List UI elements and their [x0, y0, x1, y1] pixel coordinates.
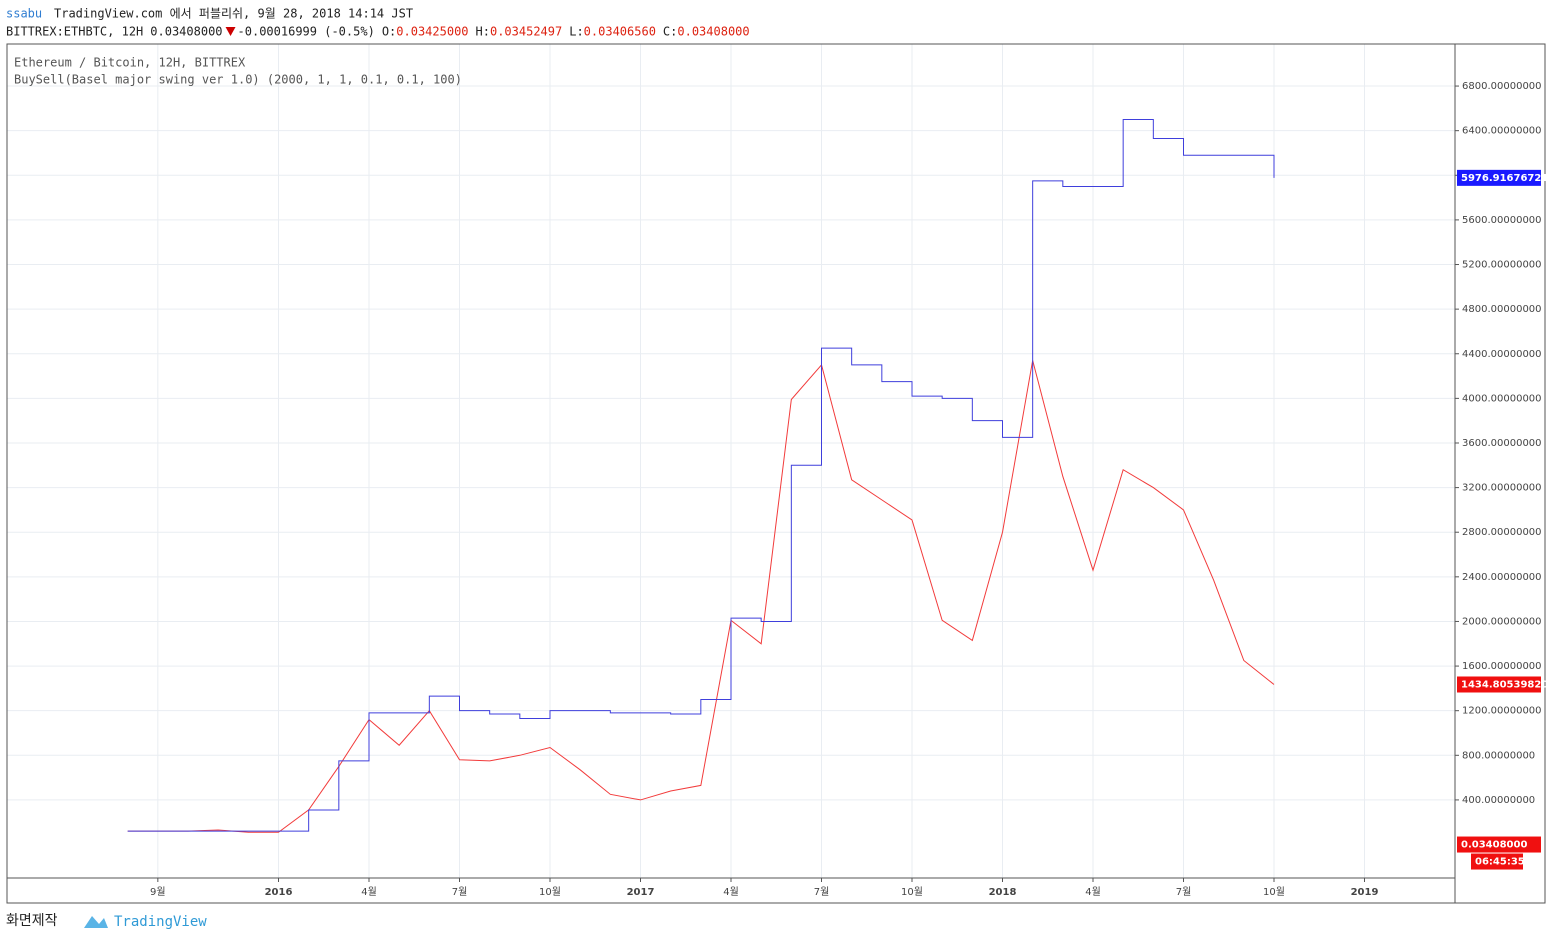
last-value-label-box — [1457, 676, 1541, 693]
y-tick-label: 2400.00000000 — [1462, 572, 1542, 583]
last-value-label: 5976.91676721 — [1461, 173, 1548, 184]
countdown: 06:45:35 — [1475, 857, 1525, 868]
x-tick-label: 2018 — [989, 887, 1017, 898]
y-tick-label: 2000.00000000 — [1462, 616, 1542, 627]
x-tick-label: 2017 — [627, 887, 655, 898]
down-arrow — [225, 27, 236, 36]
y-tick-label: 800.00000000 — [1462, 750, 1535, 761]
symbol: BITTREX:ETHBTC, 12H — [6, 25, 143, 39]
y-tick-label: 5600.00000000 — [1462, 215, 1542, 226]
series-line — [127, 119, 1275, 832]
last-price: 0.03408000 — [150, 25, 222, 39]
y-tick-label: 4000.00000000 — [1462, 393, 1542, 404]
y-tick-label: 1200.00000000 — [1462, 706, 1542, 717]
frame — [6, 43, 1546, 904]
tv-logo — [84, 916, 108, 928]
ohlc-key: H: — [476, 25, 490, 39]
x-tick-label: 9월 — [150, 886, 166, 898]
published: TradingView.com 에서 퍼블리쉬, 9월 28, 2018 14:… — [54, 7, 413, 21]
x-tick-label: 7월 — [1176, 886, 1192, 898]
change: -0.00016999 (-0.5%) — [238, 25, 375, 39]
y-tick-label: 1600.00000000 — [1462, 661, 1542, 672]
axes: 400.00000000 800.00000000 1200.00000000 160… — [150, 81, 1548, 898]
y-tick-label: 400.00000000 — [1462, 795, 1535, 806]
ohlc-key: O: — [382, 25, 396, 39]
x-tick-label: 4월 — [1085, 886, 1101, 898]
last-value-label: 1434.80539820 — [1461, 679, 1548, 690]
footer-caption: 화면제작 — [6, 913, 58, 929]
y-tick-label: 4400.00000000 — [1462, 349, 1542, 360]
y-tick-label: 5200.00000000 — [1462, 260, 1542, 271]
series-line — [127, 360, 1275, 833]
y-tick-label: 6400.00000000 — [1462, 126, 1542, 137]
quote-line: BITTREX:ETHBTC, 12H 0.03408000 -0.00016999… — [6, 25, 750, 39]
x-tick-label: 7월 — [814, 886, 830, 898]
x-tick-label: 7월 — [452, 886, 468, 898]
legend-indicator: BuySell(Basel major swing ver 1.0) (2000… — [14, 73, 462, 87]
x-tick-label: 4월 — [361, 886, 377, 898]
y-tick-label: 3600.00000000 — [1462, 438, 1542, 449]
footer-brand: TradingView — [114, 914, 207, 930]
x-tick-label: 10월 — [1263, 886, 1285, 898]
y-tick-label: 4800.00000000 — [1462, 304, 1542, 315]
ohlc-key: C: — [663, 25, 677, 39]
ohlc-value: 0.03406560 — [584, 25, 656, 39]
plot — [127, 119, 1275, 833]
price-label: 0.03408000 — [1461, 840, 1527, 851]
y-tick-label: 2800.00000000 — [1462, 527, 1542, 538]
y-tick-label: 3200.00000000 — [1462, 483, 1542, 494]
x-tick-label: 10월 — [901, 886, 923, 898]
x-tick-label: 2019 — [1351, 887, 1379, 898]
ohlc-value: 0.03452497 — [490, 25, 562, 39]
last-value-label-box — [1457, 169, 1541, 186]
x-tick-label: 4월 — [723, 886, 739, 898]
x-tick-label: 2016 — [265, 887, 293, 898]
user: ssabu — [6, 7, 42, 21]
y-tick-label: 6800.00000000 — [1462, 81, 1542, 92]
price-label-box — [1457, 836, 1541, 853]
ohlc-value: 0.03408000 — [677, 25, 749, 39]
countdown-box — [1471, 853, 1523, 870]
ohlc-key: L: — [569, 25, 583, 39]
ohlc-value: 0.03425000 — [396, 25, 468, 39]
legend-main: Ethereum / Bitcoin, 12H, BITTREX — [14, 56, 246, 70]
x-tick-label: 10월 — [539, 886, 561, 898]
